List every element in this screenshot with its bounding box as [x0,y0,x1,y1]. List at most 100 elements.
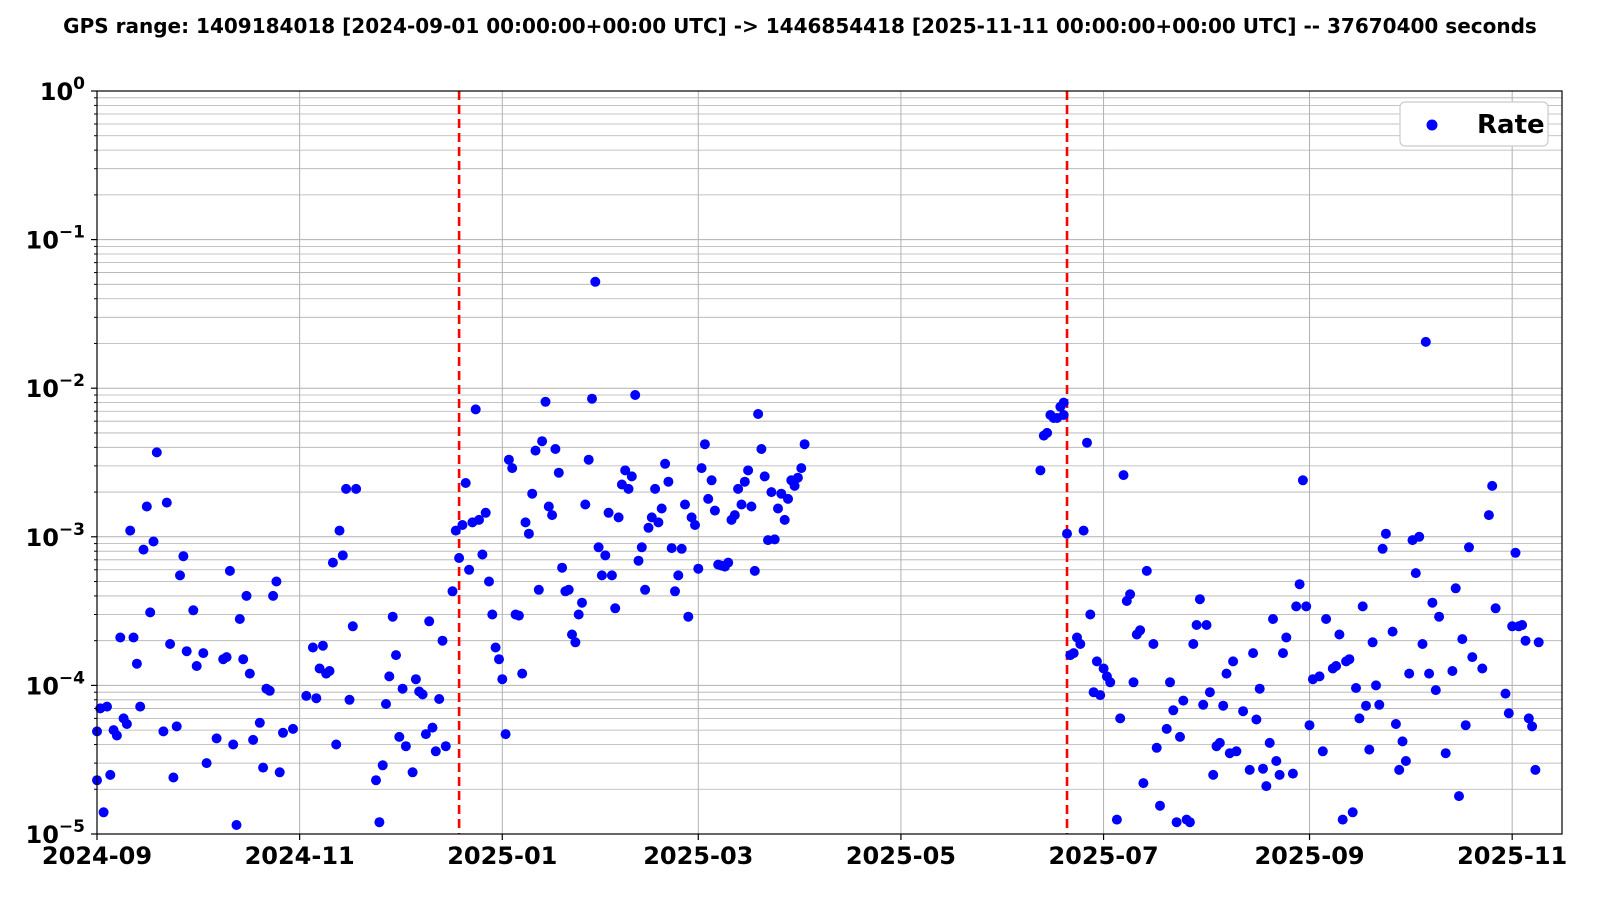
y-tick-label: 10−3 [26,520,85,552]
data-point [271,576,282,587]
y-tick-label: 10−4 [26,668,86,700]
data-point [128,632,139,643]
data-point [1141,565,1152,576]
data-point [168,772,179,783]
data-point [533,584,544,595]
data-point [334,525,345,536]
data-point [407,767,418,778]
data-point [660,458,671,469]
data-point [1517,620,1528,630]
data-point [115,632,126,643]
data-point [351,483,362,494]
data-point [211,733,222,744]
data-point [1377,543,1388,554]
data-point [500,729,511,740]
x-tick-label: 2025-01 [447,842,557,870]
data-point [1125,589,1136,600]
data-point [1460,720,1471,731]
data-point [656,503,667,514]
data-point [248,734,259,745]
data-point [131,658,142,669]
data-point [513,610,524,621]
data-point [503,454,514,465]
data-point [1218,700,1229,711]
data-point [98,807,109,818]
data-point [1390,719,1401,729]
data-point [600,550,611,561]
data-point [497,674,508,685]
legend-marker [1426,119,1438,131]
data-point [1194,594,1205,605]
data-point [626,471,637,482]
data-point [102,701,112,712]
data-point [301,690,312,701]
data-point [121,719,132,729]
data-point [417,689,428,700]
data-point [135,701,146,712]
data-point [1254,683,1265,694]
data-point [746,501,757,512]
data-point [769,534,780,545]
data-point [1523,713,1534,724]
data-point [238,654,249,665]
data-point [158,726,169,737]
data-point [1351,683,1361,693]
data-point [1294,579,1305,590]
data-point [673,570,684,581]
data-point [613,512,624,523]
data-point [1404,668,1415,679]
event-lines [457,91,1069,834]
legend-box [1399,101,1549,147]
data-point [1394,764,1405,775]
data-point [228,739,239,750]
data-point [1281,632,1292,643]
data-point [610,603,621,614]
data-point [288,723,298,734]
data-point [507,463,518,474]
chart-title: GPS range: 1409184018 [2024-09-01 00:00:… [63,14,1537,38]
data-point [1420,336,1431,347]
data-point [241,590,252,601]
data-point [454,553,465,563]
data-point [1314,671,1325,682]
data-point [570,637,581,648]
data-point [188,605,199,616]
data-point [1347,807,1358,818]
x-tick-label: 2024-09 [42,842,152,870]
data-point [596,570,607,581]
data-point [145,607,156,618]
data-point [666,543,677,554]
data-point [743,465,754,476]
x-tick-label: 2025-05 [846,842,956,870]
data-point [477,549,488,560]
data-point [766,487,777,498]
data-point [1191,620,1202,630]
data-point [1490,603,1501,614]
data-point [670,586,680,597]
data-point [630,390,641,400]
data-point [696,463,707,474]
data-point [424,616,435,627]
data-point [178,551,189,562]
data-point [1297,475,1308,486]
data-point [397,683,408,694]
data-point [1457,634,1468,645]
data-point [640,584,651,595]
data-point [191,661,202,671]
data-point [1115,713,1126,724]
data-point [487,609,498,620]
grid [96,91,1562,835]
data-point [264,685,275,696]
data-point [636,542,647,553]
data-point [1168,705,1179,716]
data-point [181,646,192,657]
data-point [125,525,136,536]
data-point [1178,695,1189,706]
data-point [567,629,577,640]
data-point [384,671,395,682]
data-point [447,586,458,597]
data-point [623,483,634,494]
x-tick-label: 2025-11 [1457,842,1567,870]
data-point [1204,687,1215,698]
data-point [580,499,591,510]
